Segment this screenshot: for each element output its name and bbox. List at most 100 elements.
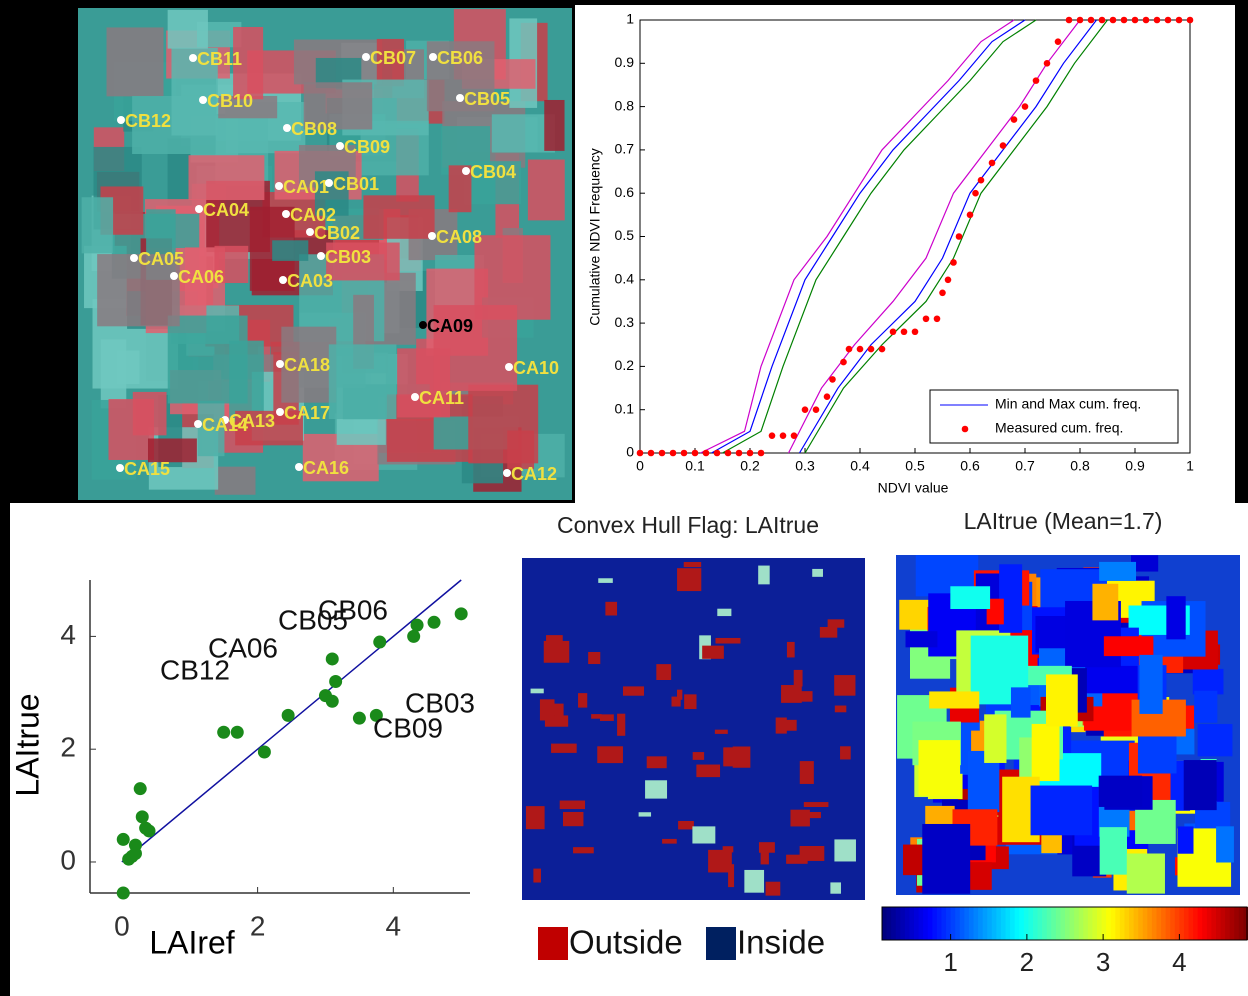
colorbar-cell (1065, 907, 1070, 940)
map-speck (684, 562, 701, 567)
colorbar-cell (1129, 907, 1134, 940)
colorbar-cell (1216, 907, 1221, 940)
map-patch (1216, 826, 1234, 862)
y-tick-label: 0 (60, 844, 76, 875)
colorbar-cell (992, 907, 997, 940)
colorbar-cell (896, 907, 901, 940)
legend-swatch (706, 927, 736, 960)
cdf-dot (857, 346, 864, 353)
cdf-dot (648, 450, 655, 457)
x-tick-label: 0.2 (740, 458, 760, 474)
cdf-dot (1154, 17, 1161, 24)
image-patch (168, 10, 208, 49)
map-speck (702, 646, 724, 659)
map-patch (1178, 826, 1194, 853)
site-dot (503, 469, 511, 477)
map-patch (1139, 655, 1162, 714)
map-speck (758, 566, 770, 585)
colorbar-cell (974, 907, 979, 940)
cdf-dot (747, 450, 754, 457)
site-label: CA09 (427, 316, 473, 336)
colorbar-cell (1106, 907, 1111, 940)
x-tick-label: 1 (1186, 458, 1194, 474)
colorbar-cell (1060, 907, 1065, 940)
site-label: CA03 (287, 271, 333, 291)
map-patch (1092, 584, 1118, 621)
image-patch (215, 467, 256, 495)
site-label: CA02 (290, 205, 336, 225)
y-axis-label: Cumulative NDVI Frequency (587, 148, 603, 325)
image-patch (329, 344, 397, 419)
cdf-dot (824, 393, 831, 400)
site-label: CB07 (370, 48, 416, 68)
colorbar-cell (1079, 907, 1084, 940)
y-tick-label: 1 (626, 11, 634, 27)
map-speck (783, 720, 797, 731)
colorbar-cell (1170, 907, 1175, 940)
cdf-dot (714, 450, 721, 457)
y-tick-label: 0.8 (615, 97, 635, 113)
colorbar-cell (1001, 907, 1006, 940)
colorbar-cell (1124, 907, 1129, 940)
scatter-point (117, 833, 130, 846)
site-dot (276, 360, 284, 368)
map-speck (804, 802, 829, 807)
legend-swatch (538, 927, 568, 960)
map-speck (828, 619, 845, 627)
colorbar-cell (905, 907, 910, 940)
scatter-point (411, 619, 424, 632)
colorbar-cell (1120, 907, 1125, 940)
cdf-dot (1132, 17, 1139, 24)
colorbar-cell (978, 907, 983, 940)
y-axis-label: LAItrue (9, 693, 45, 796)
point-annotation: CB09 (373, 712, 443, 743)
colorbar-cell (932, 907, 937, 940)
colorbar-cell (1038, 907, 1043, 940)
cdf-dot (912, 328, 919, 335)
cdf-dot (846, 346, 853, 353)
cdf-dot (1176, 17, 1183, 24)
map-speck (791, 691, 813, 702)
site-dot (195, 205, 203, 213)
cdf-dot (890, 328, 897, 335)
map-speck (787, 642, 795, 658)
hull-map: Convex Hull Flag: LAItrueOutsideInside (522, 512, 865, 961)
colorbar-cell (1010, 907, 1015, 940)
colorbar-cell (909, 907, 914, 940)
cdf-dot (670, 450, 677, 457)
site-dot (419, 321, 427, 329)
site-label: CA10 (513, 358, 559, 378)
colorbar-cell (1161, 907, 1166, 940)
map-patch (1198, 724, 1233, 756)
map-patch (984, 714, 1006, 763)
map-speck (526, 806, 545, 829)
colorbar-cell (928, 907, 933, 940)
scatter-point (326, 695, 339, 708)
x-tick-label: 0.4 (850, 458, 870, 474)
image-patch (188, 155, 264, 200)
map-speck (696, 765, 720, 778)
colorbar-cell (987, 907, 992, 940)
legend-label: Inside (737, 924, 825, 961)
map-speck (588, 652, 600, 664)
map-speck (551, 744, 577, 753)
colorbar-cell (1115, 907, 1120, 940)
x-tick-label: 0.1 (685, 458, 705, 474)
scatter-point (373, 636, 386, 649)
colorbar-cell (1230, 907, 1235, 940)
colorbar-cell (1102, 907, 1107, 940)
colorbar-cell (1221, 907, 1226, 940)
scatter-point (353, 712, 366, 725)
cdf-dot (972, 190, 979, 197)
map-patch (1100, 827, 1127, 875)
x-axis-label: LAIref (149, 924, 234, 960)
site-dot (325, 179, 333, 187)
colorbar-cell (1152, 907, 1157, 940)
cdf-dot (1165, 17, 1172, 24)
map-speck (563, 812, 583, 826)
y-tick-label: 0.4 (615, 271, 635, 287)
cdf-dot (840, 359, 847, 366)
cdf-dot (1066, 17, 1073, 24)
